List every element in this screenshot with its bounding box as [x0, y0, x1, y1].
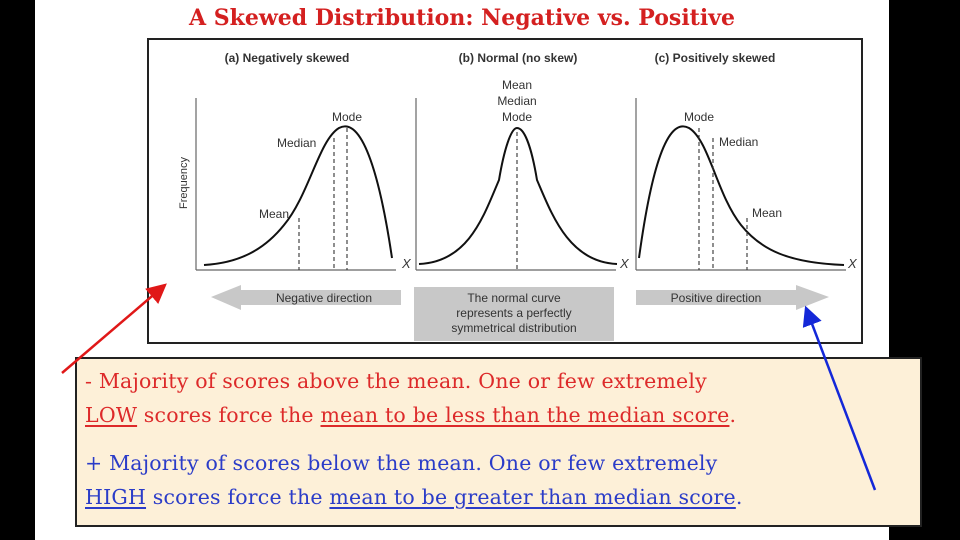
negative-note-line-2: LOW scores force the mean to be less tha…: [85, 403, 736, 427]
normal-caption-box: [414, 287, 614, 341]
label-c-median: Median: [719, 135, 758, 149]
panel-b-title: (b) Normal (no skew): [459, 51, 578, 65]
x-symbol-b: X: [619, 256, 630, 271]
x-symbol-c: X: [847, 256, 858, 271]
negative-prefix: -: [85, 369, 99, 393]
positive-note-text-2: scores force the: [146, 485, 330, 509]
positive-direction-arrow: [636, 285, 829, 310]
positive-direction-label: Positive direction: [671, 291, 762, 305]
slide: A Skewed Distribution: Negative vs. Posi…: [35, 0, 922, 540]
normal-caption-line-2: represents a perfectly: [456, 306, 571, 320]
negative-direction-label: Negative direction: [276, 291, 372, 305]
negative-note-text-2: scores force the: [137, 403, 321, 427]
positive-note-line-1: + Majority of scores below the mean. One…: [85, 451, 717, 475]
label-b-mode: Mode: [502, 110, 532, 124]
y-axis-label: Frequency: [178, 157, 190, 209]
label-a-mode: Mode: [332, 110, 362, 124]
label-b-mean: Mean: [502, 78, 532, 92]
normal-caption-line-3: symmetrical distribution: [451, 321, 576, 335]
negative-direction-arrow: [211, 285, 401, 310]
panel-c-title: (c) Positively skewed: [655, 51, 776, 65]
skew-figure-svg: (a) Negatively skewed (b) Normal (no ske…: [178, 51, 858, 341]
explanation-box: - Majority of scores above the mean. One…: [75, 357, 922, 527]
negative-note-text-1: Majority of scores above the mean. One o…: [98, 369, 707, 393]
panel-b-axes: [415, 98, 616, 271]
panel-c-axes: [635, 98, 846, 271]
normal-curve: [418, 126, 618, 265]
normal-caption-line-1: The normal curve: [467, 291, 561, 305]
negative-end: .: [729, 403, 737, 427]
label-a-mean: Mean: [259, 207, 289, 221]
label-a-median: Median: [277, 136, 316, 150]
skew-figure: (a) Negatively skewed (b) Normal (no ske…: [147, 38, 863, 344]
slide-title: A Skewed Distribution: Negative vs. Posi…: [189, 5, 735, 31]
panel-c-markers: [698, 128, 748, 270]
positive-skew-curve: [638, 125, 845, 266]
panel-a-title: (a) Negatively skewed: [225, 51, 350, 65]
label-c-mode: Mode: [684, 110, 714, 124]
positive-end: .: [735, 485, 743, 509]
low-word: LOW: [85, 403, 138, 427]
label-b-median: Median: [497, 94, 536, 108]
panel-a-markers: [298, 128, 348, 270]
panel-a-axes: [195, 98, 396, 271]
positive-note-text-1: Majority of scores below the mean. One o…: [109, 451, 718, 475]
negative-note-line-1: - Majority of scores above the mean. One…: [85, 369, 707, 393]
positive-conclusion: mean to be greater than median score: [329, 485, 736, 509]
positive-prefix: +: [85, 451, 110, 475]
high-word: HIGH: [85, 485, 147, 509]
x-symbol-a: X: [401, 256, 412, 271]
label-c-mean: Mean: [752, 206, 782, 220]
positive-note-line-2: HIGH scores force the mean to be greater…: [85, 485, 743, 509]
negative-conclusion: mean to be less than the median score: [320, 403, 730, 427]
negative-skew-curve: [203, 125, 393, 266]
